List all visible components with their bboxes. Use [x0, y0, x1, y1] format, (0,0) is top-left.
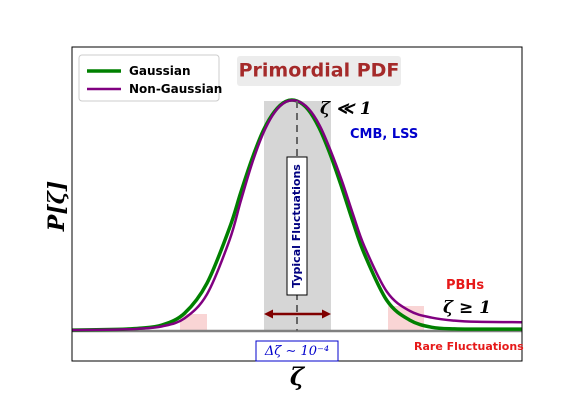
x-axis-label: ζ — [290, 362, 306, 391]
legend: Gaussian Non-Gaussian — [78, 54, 222, 102]
typical-fluctuations-label: Typical Fluctuations — [290, 164, 303, 288]
tail-label: PBHs — [446, 278, 484, 293]
tail-sublabel: ζ ≥ 1 — [443, 298, 491, 318]
arrow-head-right — [322, 309, 331, 319]
y-axis-label: P[ζ] — [44, 181, 70, 232]
title-box — [237, 56, 401, 86]
width-label-box — [255, 340, 339, 362]
peak-label: ζ ≪ 1 — [320, 99, 372, 119]
legend-label-non-gaussian: Non-Gaussian — [129, 82, 222, 96]
arrow-head-left — [264, 309, 273, 319]
rare-region-left-shade — [180, 314, 207, 331]
width-label: Δζ ∼ 10⁻⁴ — [264, 344, 329, 359]
peak-sublabel: CMB, LSS — [350, 127, 418, 142]
rare-fluctuations-label: Rare Fluctuations — [414, 340, 524, 353]
legend-label-gaussian: Gaussian — [129, 64, 191, 78]
chart-title: Primordial PDF — [239, 60, 400, 82]
typical-label-box — [286, 156, 308, 296]
